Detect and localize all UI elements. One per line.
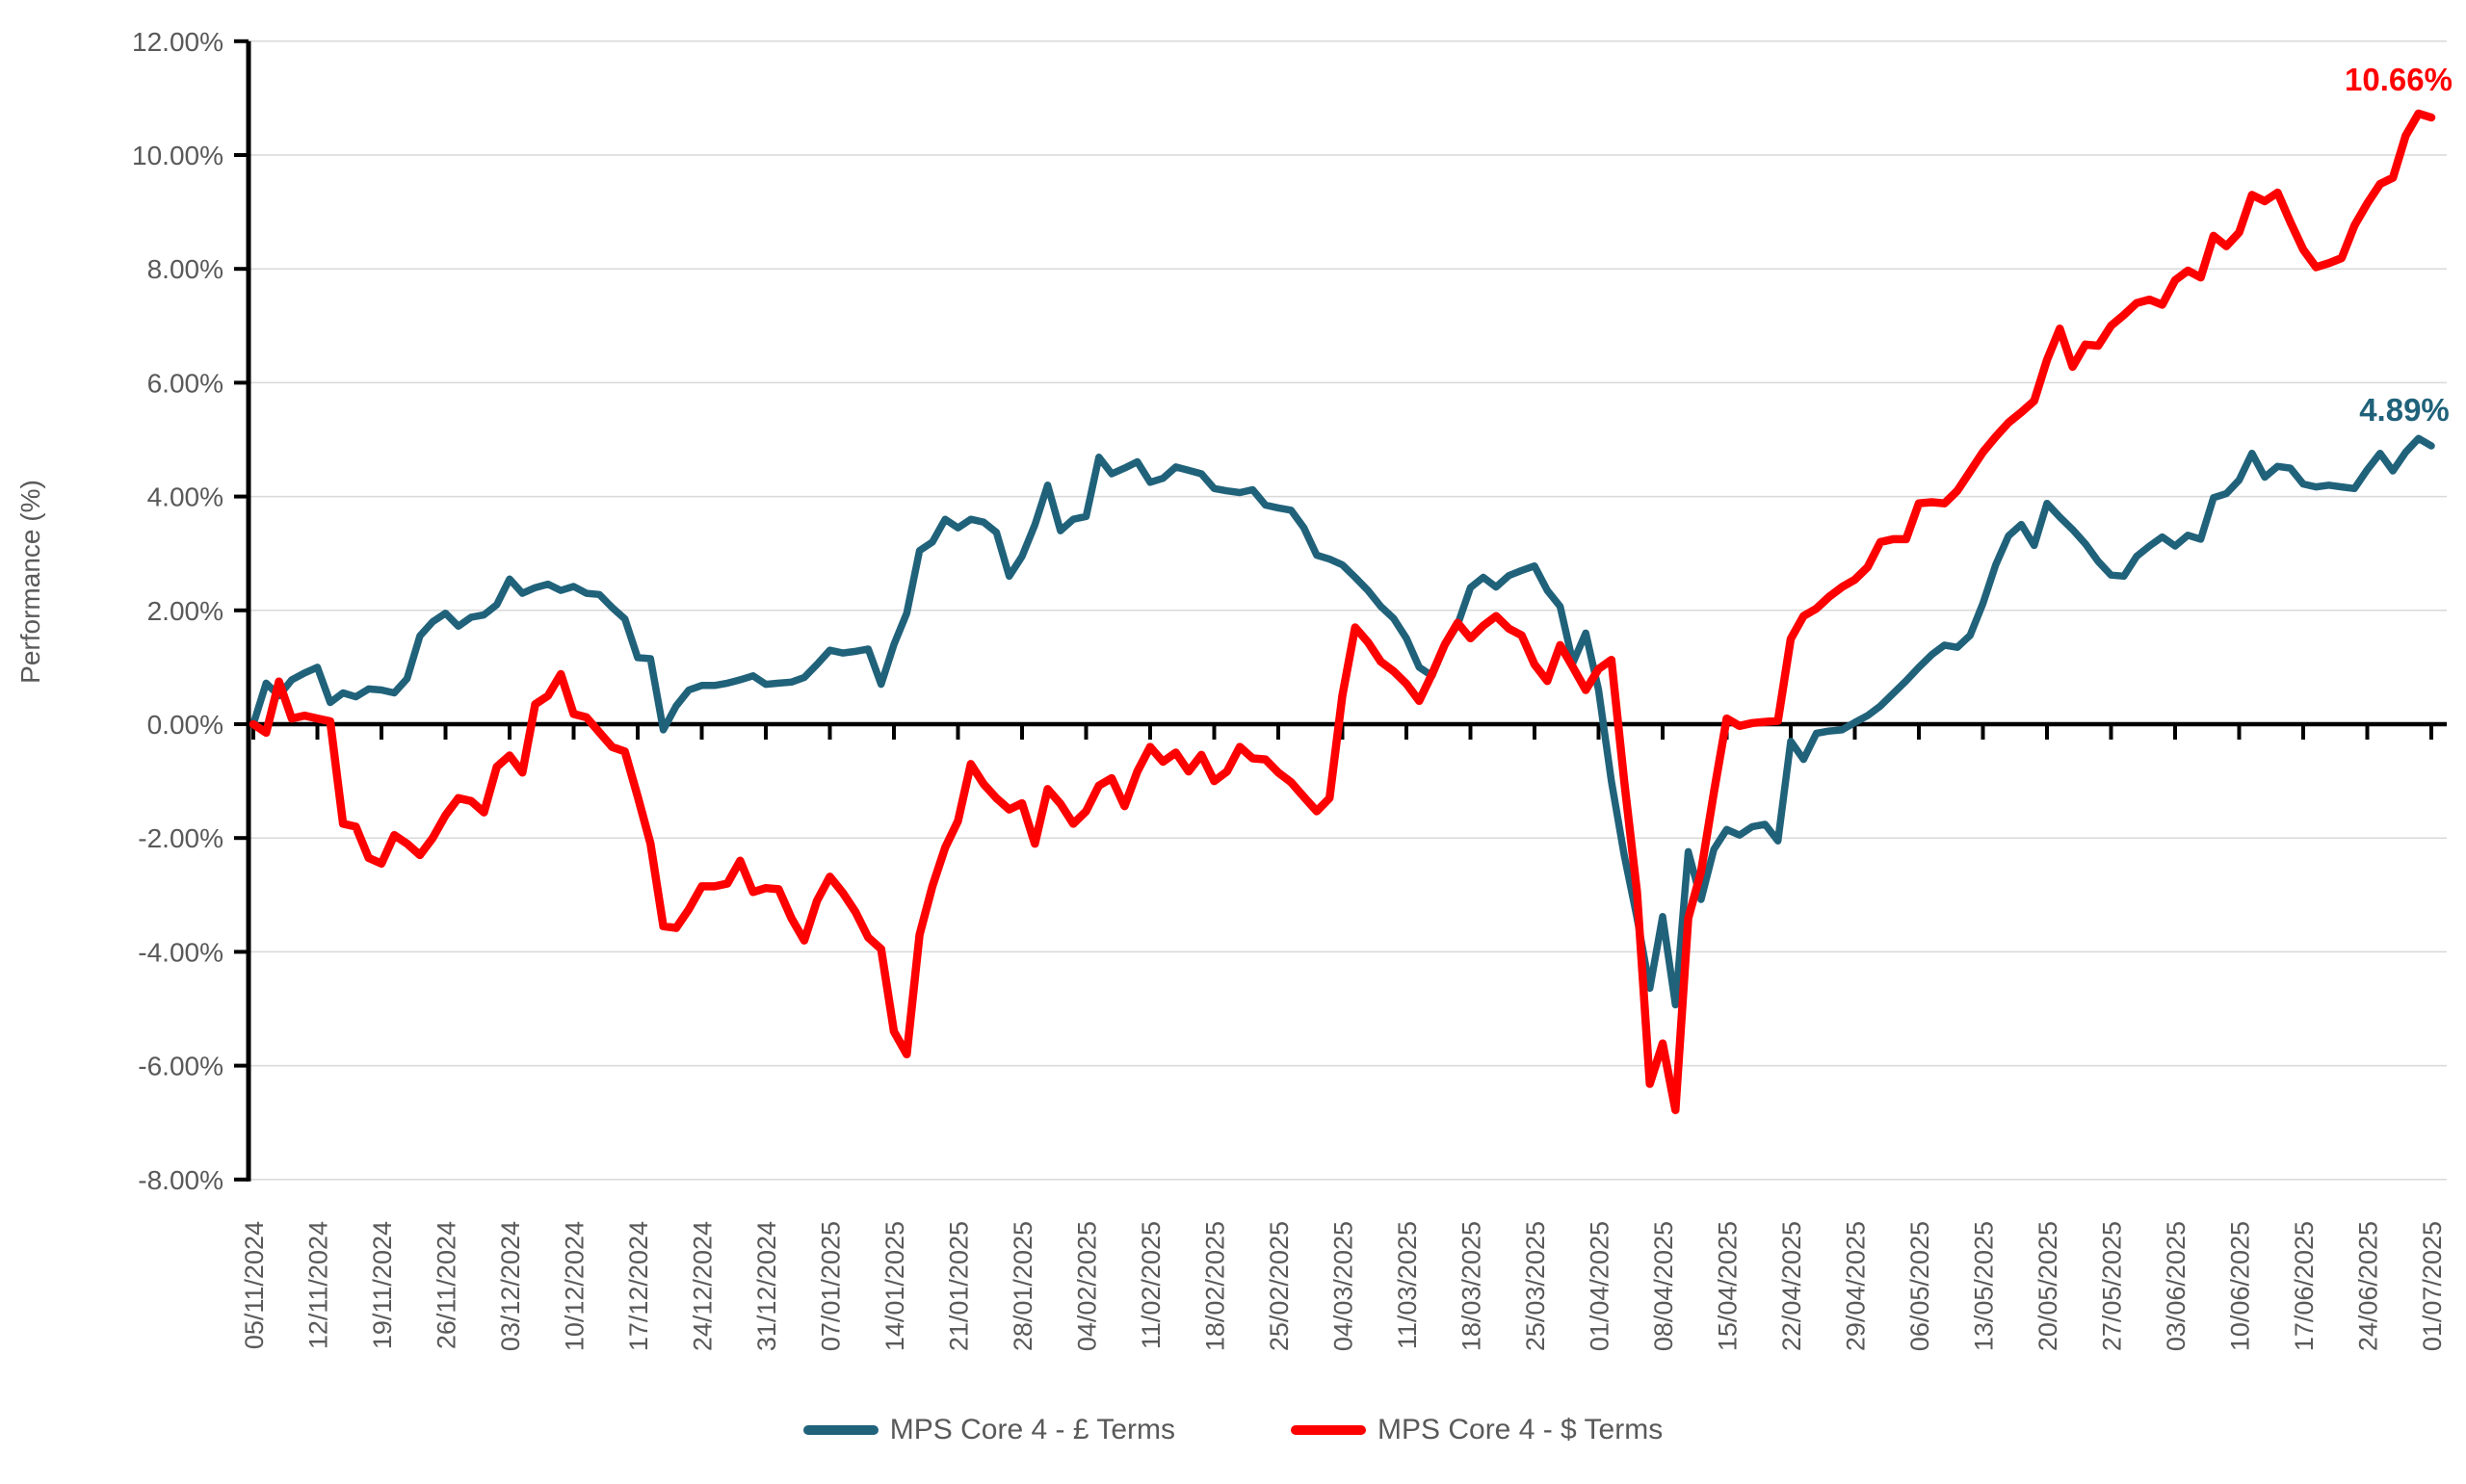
x-tick-label: 11/02/2025 <box>1137 1221 1166 1349</box>
y-tick-label: -6.00% <box>138 1052 223 1081</box>
x-tick-label: 15/04/2025 <box>1714 1221 1743 1351</box>
x-tick-label: 03/12/2024 <box>496 1221 525 1351</box>
y-tick-label: 2.00% <box>147 596 223 626</box>
x-tick-label: 28/01/2025 <box>1009 1221 1037 1351</box>
y-tick-label: 4.00% <box>147 482 223 512</box>
legend-item-gbp-terms[interactable]: MPS Core 4 - £ Terms <box>802 1414 1175 1446</box>
x-tick-label: 24/12/2024 <box>689 1221 718 1351</box>
x-tick-label: 24/06/2025 <box>2354 1221 2383 1351</box>
x-tick-label: 29/04/2025 <box>1842 1221 1871 1351</box>
x-tick-label: 12/11/2024 <box>304 1221 333 1349</box>
x-tick-label: 21/01/2025 <box>945 1221 974 1351</box>
gbp-series-swatch-icon <box>802 1425 879 1435</box>
x-tick-label: 17/12/2024 <box>624 1221 653 1351</box>
x-tick-label: 25/03/2025 <box>1521 1221 1550 1351</box>
legend-item-usd-terms[interactable]: MPS Core 4 - $ Terms <box>1291 1414 1663 1446</box>
x-tick-label: 18/02/2025 <box>1201 1221 1230 1351</box>
x-tick-label: 08/04/2025 <box>1649 1221 1678 1351</box>
x-tick-label: 31/12/2024 <box>752 1221 781 1351</box>
series-line-usd-terms[interactable] <box>249 109 2436 1114</box>
chart-legend: MPS Core 4 - £ Terms MPS Core 4 - $ Term… <box>0 1414 2466 1446</box>
x-tick-label: 19/11/2024 <box>368 1221 397 1349</box>
x-tick-label: 01/07/2025 <box>2418 1221 2447 1351</box>
x-tick-label: 14/01/2025 <box>880 1221 909 1351</box>
y-tick-label: -4.00% <box>138 937 223 967</box>
x-tick-label: 07/01/2025 <box>817 1221 846 1351</box>
x-tick-label: 10/06/2025 <box>2226 1221 2255 1351</box>
x-tick-label: 06/05/2025 <box>1905 1221 1934 1351</box>
y-tick-label: 12.00% <box>132 27 223 57</box>
x-tick-label: 25/02/2025 <box>1265 1221 1294 1351</box>
series-end-label-usd: 10.66% <box>2345 62 2453 97</box>
y-tick-label: -2.00% <box>138 823 223 853</box>
x-tick-label: 04/02/2025 <box>1073 1221 1102 1351</box>
series-end-label-gbp: 4.89% <box>2359 392 2450 428</box>
x-tick-label: 03/06/2025 <box>2162 1221 2191 1351</box>
y-axis-title: Performance (%) <box>15 480 45 684</box>
x-tick-label: 26/11/2024 <box>433 1221 461 1349</box>
x-tick-label: 17/06/2025 <box>2290 1221 2319 1351</box>
x-tick-label: 20/05/2025 <box>2033 1221 2062 1351</box>
x-tick-label: 01/04/2025 <box>1586 1221 1614 1351</box>
x-tick-label: 27/05/2025 <box>2098 1221 2127 1351</box>
x-tick-label: 13/05/2025 <box>1970 1221 1999 1351</box>
y-tick-label: 10.00% <box>132 141 223 170</box>
y-tick-label: 0.00% <box>147 710 223 740</box>
x-tick-label: 11/03/2025 <box>1393 1221 1422 1349</box>
y-tick-label: 6.00% <box>147 368 223 398</box>
x-tick-label: 04/03/2025 <box>1329 1221 1358 1351</box>
x-tick-label: 18/03/2025 <box>1457 1221 1486 1351</box>
legend-label-gbp: MPS Core 4 - £ Terms <box>889 1414 1175 1445</box>
usd-series-swatch-icon <box>1291 1425 1366 1435</box>
legend-label-usd: MPS Core 4 - $ Terms <box>1377 1414 1664 1445</box>
y-tick-label: -8.00% <box>138 1165 223 1195</box>
x-tick-label: 05/11/2024 <box>240 1221 269 1349</box>
x-tick-label: 22/04/2025 <box>1777 1221 1806 1351</box>
plot-area[interactable] <box>249 41 2447 1180</box>
y-tick-label: 8.00% <box>147 254 223 284</box>
series-line-gbp-terms[interactable] <box>249 434 2435 1009</box>
x-tick-label: 10/12/2024 <box>561 1221 590 1351</box>
